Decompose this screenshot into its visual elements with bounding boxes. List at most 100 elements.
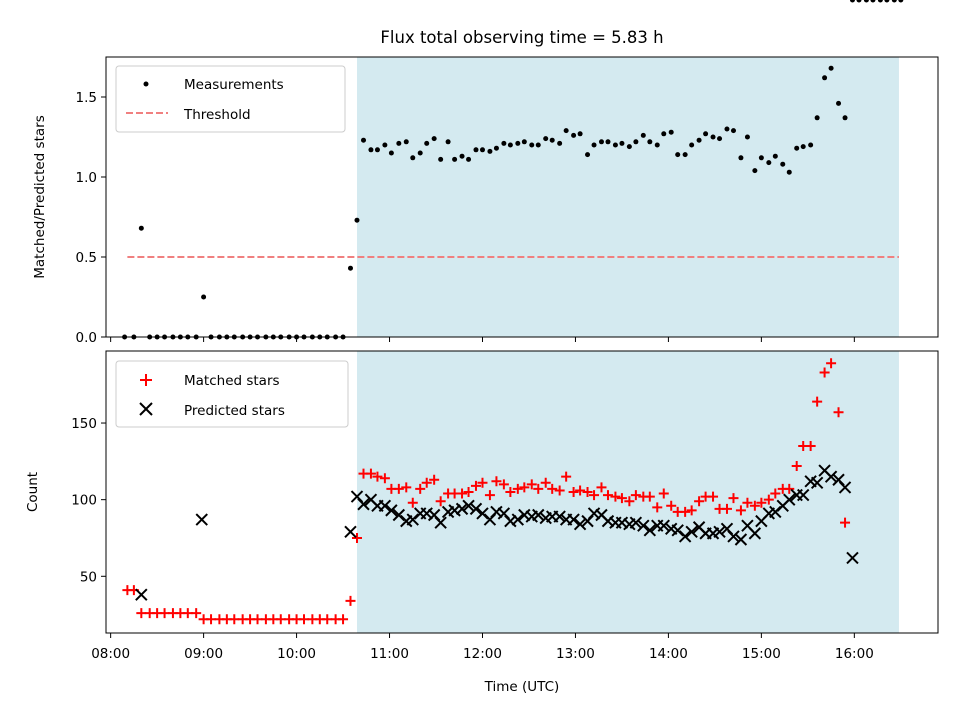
matched-star-point <box>575 485 586 496</box>
matched-star-point <box>351 532 362 543</box>
measurement-point <box>717 136 723 142</box>
matched-star-point <box>568 487 579 497</box>
x-tick-label: 10:00 <box>277 646 316 662</box>
matched-star-point <box>694 496 705 507</box>
measurement-point <box>842 115 848 121</box>
predicted-star-point <box>532 508 545 522</box>
measurement-point <box>744 134 750 140</box>
matched-star-point <box>421 477 432 488</box>
measurement-point <box>563 128 569 134</box>
matched-star-point <box>826 358 837 369</box>
predicted-star-point <box>846 551 859 565</box>
matched-star-point <box>624 496 635 507</box>
top-panel: 0.0 0.5 1.0 1.5 Measurements Threshold <box>76 0 939 346</box>
measurement-point <box>626 144 632 150</box>
predicted-star-point <box>462 499 475 513</box>
predicted-star-point <box>615 516 629 529</box>
predicted-star-point <box>587 507 601 520</box>
matched-star-point <box>477 477 488 488</box>
matched-star-point <box>338 614 349 625</box>
measurement-point <box>354 217 360 223</box>
measurement-point <box>605 139 611 145</box>
measurement-point <box>473 147 479 153</box>
matched-star-point <box>136 608 147 619</box>
bot-y-tick-label: 150 <box>71 416 97 432</box>
x-tick-label: 09:00 <box>184 646 223 662</box>
matched-star-point <box>512 483 523 494</box>
predicted-star-point <box>657 519 670 532</box>
measurement-point <box>786 169 792 175</box>
matched-star-point <box>191 608 202 619</box>
bottom-legend-box <box>115 360 349 428</box>
matched-star-point <box>457 488 468 499</box>
matched-star-point <box>833 407 844 418</box>
predicted-star-point <box>713 525 726 539</box>
matched-star-point <box>658 488 669 499</box>
matched-star-point <box>554 485 565 496</box>
legend-predicted-marker <box>139 402 153 416</box>
matched-star-point <box>498 479 509 490</box>
predicted-star-point <box>504 514 517 528</box>
measurement-point <box>382 142 388 148</box>
predicted-star-point <box>824 470 838 483</box>
top-y-tick-label: 0.5 <box>76 250 97 266</box>
matched-star-point <box>728 493 739 504</box>
bot-observing-span <box>356 351 899 633</box>
matched-star-point <box>749 500 760 511</box>
matched-star-point <box>322 614 333 625</box>
measurement-point <box>571 132 577 138</box>
measurement-point <box>696 137 702 143</box>
matched-star-point <box>686 505 697 516</box>
predicted-star-point <box>420 507 433 520</box>
measurement-point <box>828 65 834 71</box>
legend-threshold-label: Threshold <box>183 107 251 123</box>
measurement-point <box>493 145 499 151</box>
bottom-plot-frame <box>105 350 939 634</box>
x-tick-label: 13:00 <box>556 646 595 662</box>
matched-star-point <box>206 614 217 625</box>
predicted-star-point <box>357 498 370 511</box>
matched-star-point <box>616 493 627 504</box>
measurement-point <box>501 140 507 146</box>
measurement-point <box>703 131 709 137</box>
measurement-point <box>689 142 695 148</box>
predicted-star-point <box>567 513 580 526</box>
predicted-star-point <box>378 499 392 513</box>
matched-star-point <box>561 471 572 482</box>
matched-star-point <box>182 608 193 619</box>
matched-star-point <box>407 497 418 508</box>
measurement-point <box>863 0 869 3</box>
measurement-point <box>891 0 897 3</box>
predicted-star-point <box>685 525 698 539</box>
x-tick-label: 11:00 <box>370 646 409 662</box>
measurement-point <box>388 150 394 156</box>
measurement-point <box>870 0 876 3</box>
measurement-point <box>585 152 591 158</box>
predicted-star-point <box>573 517 587 531</box>
measurement-point <box>479 147 485 153</box>
predicted-star-point <box>629 516 643 529</box>
measurement-point <box>800 144 806 150</box>
measurement-point <box>772 153 778 159</box>
measurement-point <box>675 152 681 158</box>
measurement-point <box>654 142 660 148</box>
measurement-point <box>396 140 402 146</box>
measurement-point <box>459 153 465 159</box>
matched-star-point <box>582 487 593 497</box>
x-tick-label: 15:00 <box>742 646 781 662</box>
matched-star-point <box>610 491 621 502</box>
predicted-star-point <box>455 502 469 516</box>
predicted-star-point <box>344 525 357 539</box>
measurement-point <box>822 75 828 81</box>
measurement-point <box>543 136 549 142</box>
predicted-star-point <box>678 530 692 543</box>
legend-predicted-label: Predicted stars <box>184 403 285 419</box>
matched-star-point <box>770 488 781 499</box>
measurement-point <box>619 140 625 146</box>
x-axis-label: Time (UTC) <box>484 679 560 695</box>
matched-star-point <box>252 614 263 625</box>
matched-star-point <box>429 474 440 485</box>
matched-star-point <box>540 477 551 488</box>
measurement-point <box>808 142 814 148</box>
matched-star-point <box>519 482 530 493</box>
